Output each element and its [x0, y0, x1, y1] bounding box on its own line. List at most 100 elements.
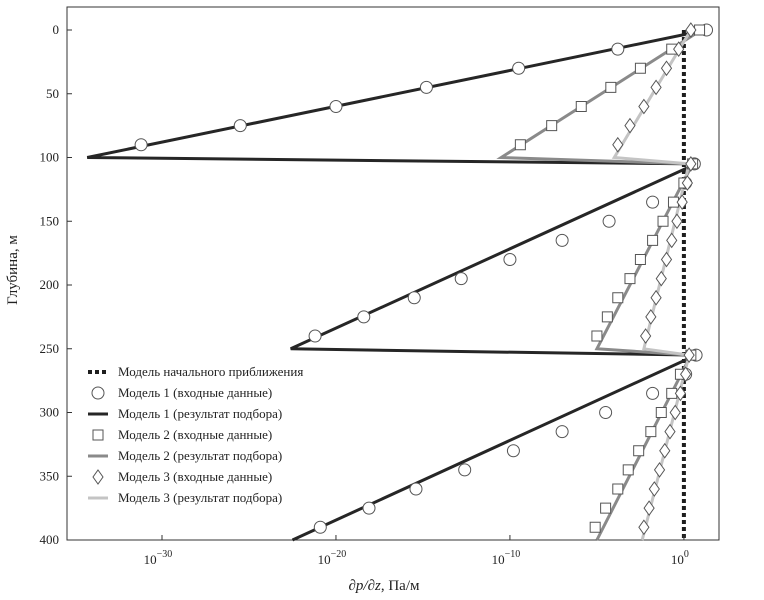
series-line-2: [86, 28, 707, 542]
square-marker-4: [575, 101, 587, 112]
legend-label-1: Модель 1 (входные данные): [118, 385, 272, 400]
square-marker-20: [655, 407, 667, 418]
square-marker-16: [591, 330, 603, 342]
y-tick-label-6: 300: [40, 405, 60, 420]
square-marker-26: [589, 521, 601, 533]
legend-swatch-5: [92, 469, 104, 485]
diamond-marker-25: [643, 500, 655, 516]
x-axis-title-symbol: ∂p/∂z: [349, 578, 381, 594]
y-axis-title: Глубина, м: [5, 235, 21, 305]
legend-label-6: Модель 3 (результат подбора): [118, 490, 282, 505]
series-markers-5: [612, 22, 697, 536]
square-marker-12: [634, 254, 646, 265]
square-marker-11: [647, 234, 659, 246]
diamond-marker-18: [680, 366, 692, 383]
circle-marker-1: [611, 42, 625, 56]
diamond-marker-11: [666, 232, 678, 249]
diamond-marker-9: [676, 194, 688, 210]
circle-marker-16: [308, 329, 322, 343]
x-tick-exp-0: −30: [157, 549, 173, 560]
diamond-marker-23: [653, 462, 666, 478]
circle-marker-19: [646, 386, 660, 400]
circle-marker-3: [419, 80, 433, 94]
y-tick-label-3: 150: [40, 213, 60, 228]
circle-marker-11: [555, 233, 569, 247]
x-tick-label-3: 100: [671, 549, 689, 567]
diamond-marker-13: [655, 270, 667, 287]
square-marker-22: [633, 445, 645, 457]
diamond-marker-22: [659, 442, 671, 459]
x-tick-exp-3: 0: [684, 549, 689, 560]
diamond-marker-12: [660, 251, 673, 268]
square-marker-3: [605, 81, 617, 93]
diamond-marker-16: [640, 328, 652, 344]
square-marker-6: [514, 139, 526, 151]
circle-marker-2: [512, 61, 526, 75]
circle-marker-10: [602, 214, 616, 228]
diamond-marker-0: [685, 22, 697, 38]
circle-marker-22: [506, 444, 520, 458]
diamond-marker-26: [638, 519, 650, 536]
legend-label-4: Модель 2 (результат подбора): [118, 448, 282, 463]
diamond-marker-19: [674, 385, 687, 402]
square-marker-24: [612, 483, 624, 495]
x-tick-base-0: 10: [144, 552, 157, 567]
square-marker-5: [546, 120, 558, 132]
circle-marker-12: [503, 253, 517, 266]
circle-marker-26: [313, 520, 327, 534]
circle-marker-6: [134, 138, 148, 152]
diamond-marker-4: [638, 98, 650, 115]
circle-marker-5: [233, 119, 247, 133]
diamond-marker-5: [624, 117, 636, 134]
diamond-marker-1: [673, 41, 685, 57]
diamond-marker-7: [685, 156, 697, 172]
square-marker-23: [622, 464, 634, 476]
legend-label-2: Модель 1 (результат подбора): [118, 406, 282, 421]
y-tick-label-4: 200: [40, 277, 60, 292]
y-tick-label-2: 100: [40, 150, 60, 165]
plot-frame: [66, 6, 720, 541]
diamond-marker-21: [664, 423, 676, 440]
circle-marker-21: [555, 425, 569, 439]
square-marker-10: [657, 215, 669, 227]
legend-label-5: Модель 3 (входные данные): [118, 469, 272, 484]
y-tick-label-0: 0: [53, 22, 60, 37]
x-tick-label-2: 10−10: [492, 549, 521, 567]
x-tick-label-0: 10−30: [144, 549, 173, 567]
square-marker-21: [645, 426, 657, 438]
circle-marker-24: [409, 482, 423, 496]
x-tick-label-1: 10−20: [318, 549, 347, 567]
legend-label-3: Модель 2 (входные данные): [118, 427, 272, 442]
legend-swatch-3: [92, 429, 104, 441]
x-tick-exp-1: −20: [331, 549, 347, 560]
square-marker-13: [624, 273, 636, 285]
x-tick-base-3: 10: [671, 552, 684, 567]
circle-marker-13: [454, 272, 468, 286]
legend: Модель начального приближения Модель 1 (в…: [88, 364, 303, 505]
circle-marker-9: [646, 195, 660, 209]
x-tick-exp-2: −10: [505, 549, 521, 560]
y-tick-label-8: 400: [40, 532, 60, 547]
diamond-marker-15: [645, 309, 657, 325]
diamond-marker-2: [660, 60, 673, 77]
x-tick-base-2: 10: [492, 552, 505, 567]
x-axis-title: ∂p/∂z, Па/м: [349, 578, 421, 594]
series-line-6: [611, 29, 693, 541]
square-marker-15: [601, 311, 613, 323]
diamond-marker-20: [669, 404, 681, 421]
series-line-4: [496, 28, 703, 541]
series-markers-3: [514, 24, 706, 533]
circle-marker-20: [599, 406, 613, 419]
diamond-marker-3: [650, 79, 662, 96]
x-axis-title-unit: , Па/м: [381, 578, 420, 594]
circle-marker-4: [329, 100, 343, 113]
y-tick-label-5: 250: [40, 341, 60, 356]
diamond-marker-14: [650, 289, 662, 306]
y-tick-label-1: 50: [46, 86, 59, 101]
square-marker-2: [634, 62, 646, 74]
y-tick-label-7: 350: [40, 468, 60, 483]
x-tick-base-1: 10: [318, 552, 331, 567]
diamond-marker-6: [612, 136, 624, 153]
